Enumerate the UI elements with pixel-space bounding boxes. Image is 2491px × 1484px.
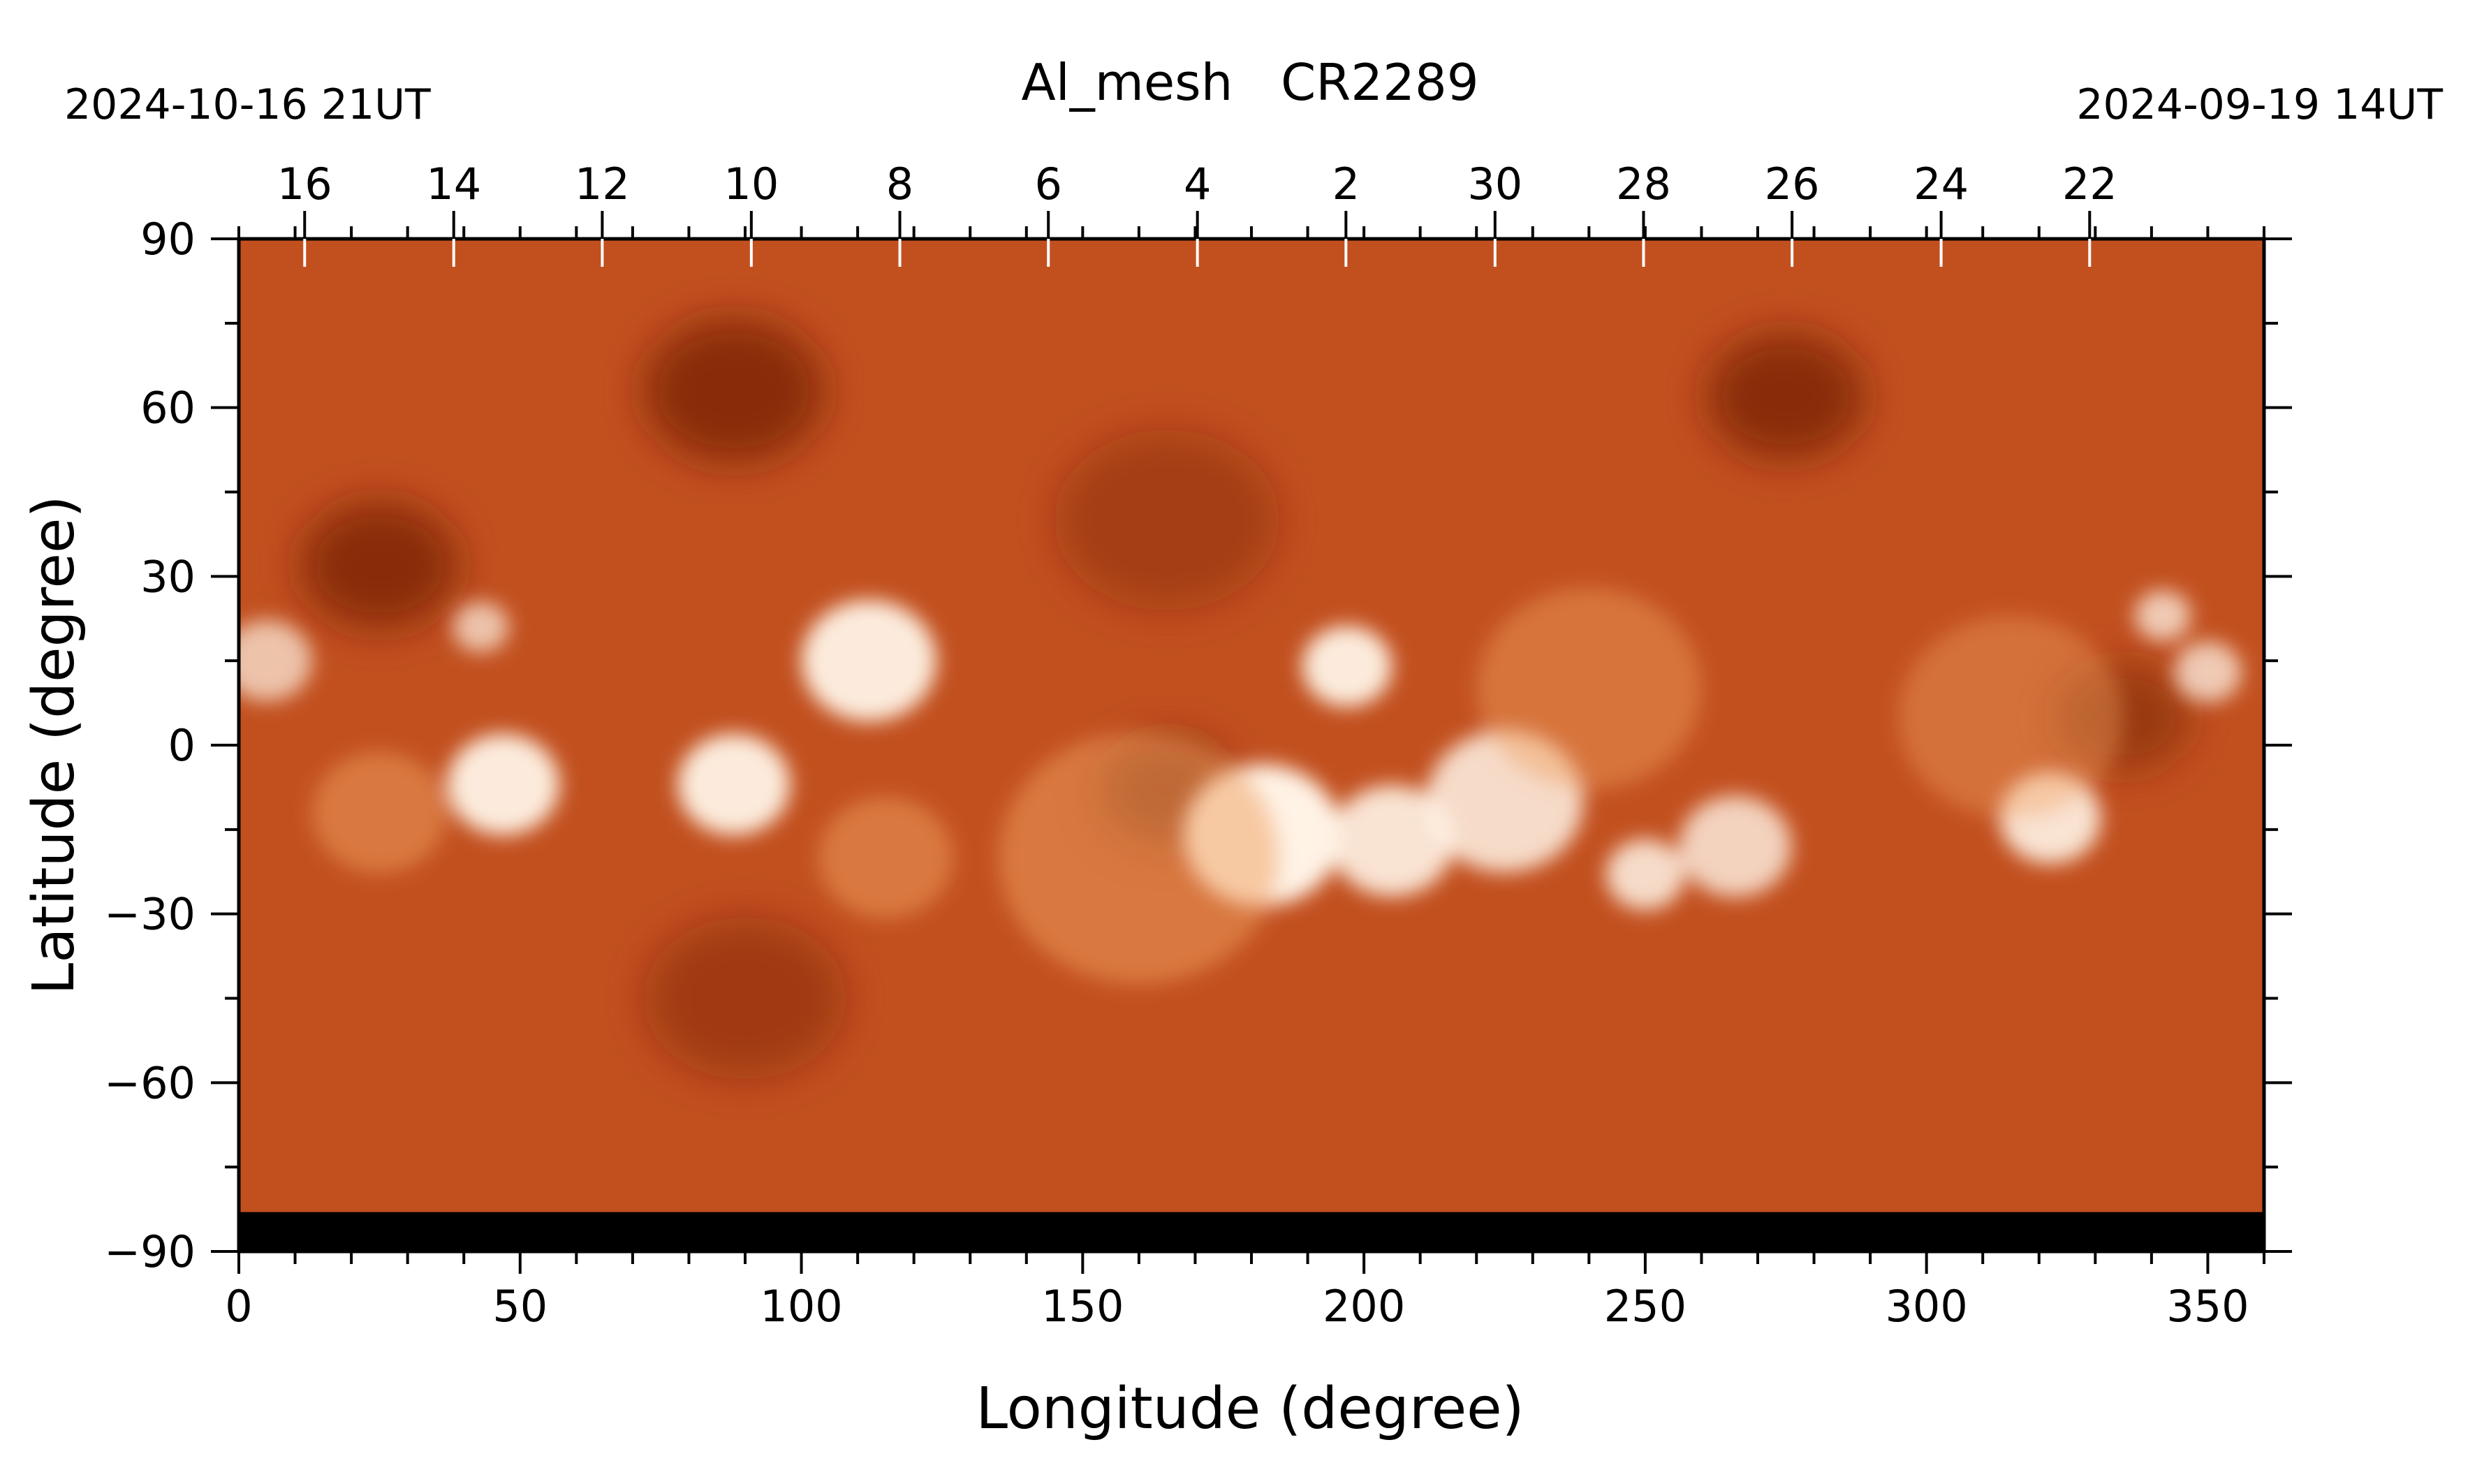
- active-region: [1302, 626, 1393, 707]
- y-tick-label: −60: [104, 1057, 196, 1108]
- active-region: [818, 797, 954, 919]
- x-axis-label: Longitude (degree): [976, 1376, 1524, 1442]
- x-tick-label: 100: [760, 1281, 842, 1332]
- active-region: [1476, 587, 1702, 791]
- active-region: [453, 601, 509, 653]
- top-day-label: 2: [1332, 159, 1360, 210]
- date-right: 2024-09-19 14UT: [2076, 80, 2443, 129]
- coronal-hole: [644, 917, 846, 1080]
- top-day-label: 12: [575, 159, 630, 210]
- coronal-hole: [1707, 333, 1865, 460]
- active-region: [1898, 615, 2124, 818]
- active-region: [677, 733, 791, 835]
- y-tick-label: 30: [140, 551, 196, 602]
- x-tick-label: 150: [1041, 1281, 1124, 1332]
- top-day-label: 10: [723, 159, 779, 210]
- active-region: [1330, 785, 1454, 897]
- no-data-band: [239, 1212, 2264, 1251]
- top-day-label: 22: [2062, 159, 2117, 210]
- active-region-layer: [239, 587, 2242, 985]
- x-tick-label: 350: [2166, 1281, 2249, 1332]
- active-region: [2134, 590, 2191, 641]
- active-region: [2174, 641, 2242, 703]
- y-tick-label: 90: [140, 214, 196, 265]
- x-tick-label: 50: [492, 1281, 548, 1332]
- y-tick-label: −30: [104, 889, 196, 940]
- top-day-label: 28: [1616, 159, 1671, 210]
- coronal-hole: [644, 318, 824, 463]
- y-tick-label: 0: [168, 720, 196, 771]
- top-day-label: 8: [886, 159, 913, 210]
- top-day-label: 26: [1765, 159, 1820, 210]
- date-left: 2024-10-16 21UT: [64, 80, 431, 129]
- active-region: [998, 730, 1280, 985]
- y-axis-label: Latitude (degree): [21, 496, 87, 995]
- x-tick-label: 300: [1885, 1281, 1967, 1332]
- coronal-hole: [1055, 429, 1280, 610]
- chart-title: Al_mesh CR2289: [1021, 53, 1478, 112]
- y-tick-label: −90: [104, 1226, 196, 1277]
- x-tick-label: 0: [225, 1281, 252, 1332]
- plot-area: [239, 239, 2264, 1251]
- coronal-hole: [300, 502, 459, 629]
- active-region: [801, 600, 936, 722]
- y-tick-label: 60: [140, 383, 196, 434]
- active-region: [1679, 795, 1792, 897]
- top-day-label: 24: [1913, 159, 1969, 210]
- axes-layer: 0 50 100 150 200 250 300 350 −90 −60 −30 0 30 60 90 16 1…: [104, 159, 2292, 1332]
- top-day-label: 30: [1467, 159, 1522, 210]
- x-tick-label: 200: [1323, 1281, 1405, 1332]
- active-region: [1605, 839, 1685, 911]
- top-day-label: 16: [277, 159, 332, 210]
- active-region: [447, 733, 560, 835]
- top-day-label: 14: [426, 159, 481, 210]
- x-tick-label: 250: [1604, 1281, 1687, 1332]
- top-day-label: 4: [1184, 159, 1211, 210]
- top-day-label: 6: [1034, 159, 1061, 210]
- active-region: [239, 620, 312, 702]
- active-region: [311, 751, 448, 874]
